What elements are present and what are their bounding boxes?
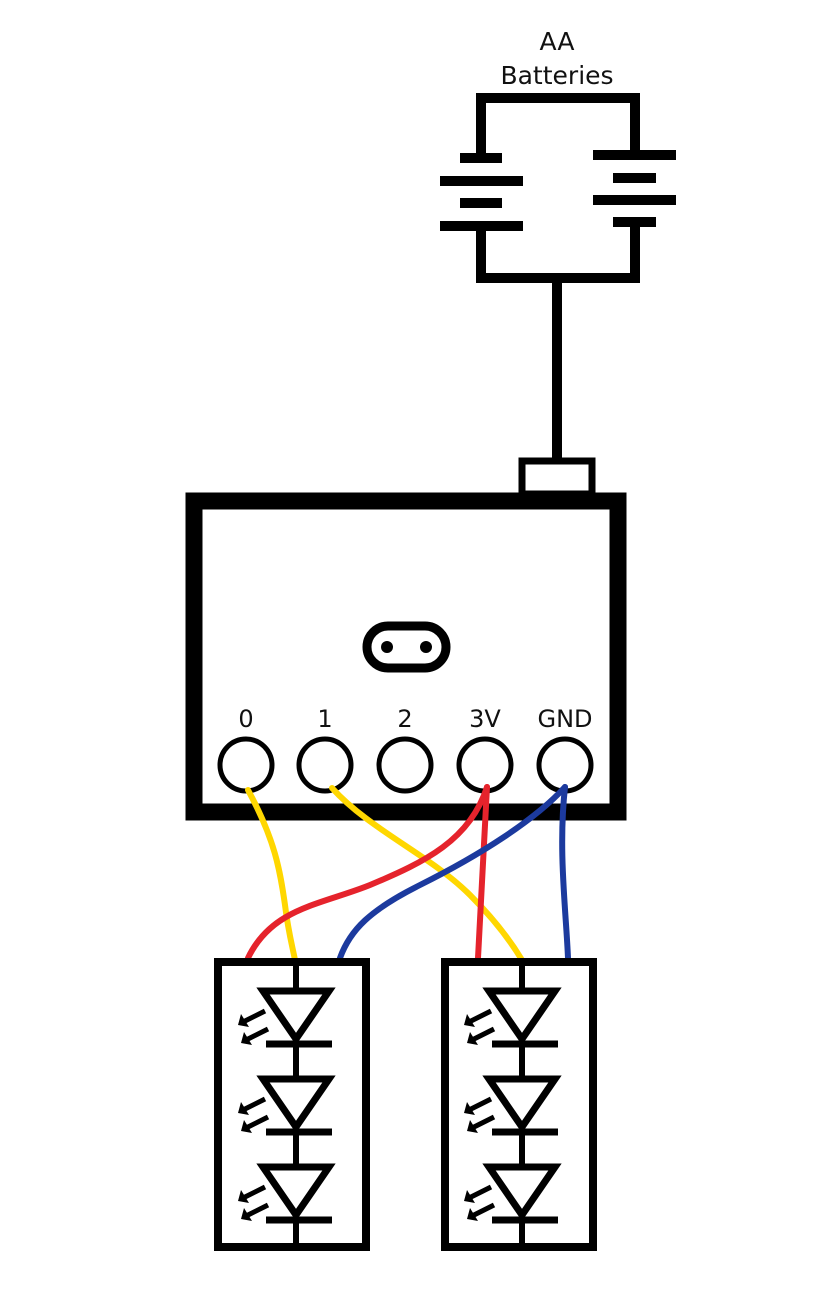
wire-3v-to-left-string xyxy=(245,784,490,961)
arrow-shaft xyxy=(467,1008,493,1025)
diode-triangle xyxy=(256,987,336,1046)
arrow-shaft xyxy=(470,1202,496,1219)
wire-gnd-to-left-string xyxy=(337,784,568,961)
arrow-shaft xyxy=(244,1026,270,1043)
pin-3v-pad xyxy=(456,736,514,794)
arrow-shaft xyxy=(241,1008,267,1025)
diode-triangle xyxy=(256,1163,336,1222)
light-emission-arrows-icon xyxy=(464,1096,496,1133)
arrow-head xyxy=(241,1120,252,1133)
led-diode-icon xyxy=(238,987,336,1048)
led-string-right xyxy=(441,958,597,1251)
board-logo-icon xyxy=(362,621,451,673)
led-diode-icon xyxy=(238,1075,336,1136)
wire-pin1-to-right-string xyxy=(329,785,525,963)
diode-triangle xyxy=(482,987,562,1046)
light-emission-arrows-icon xyxy=(464,1008,496,1045)
light-emission-arrows-icon xyxy=(238,1096,270,1133)
led-diode-icon xyxy=(464,1163,562,1224)
arrow-shaft xyxy=(244,1202,270,1219)
wire-gnd-to-right-string xyxy=(559,784,571,961)
arrow-head xyxy=(238,1190,249,1203)
pin-0-label: 0 xyxy=(238,705,253,733)
arrow-shaft xyxy=(241,1096,267,1113)
arrow-head xyxy=(467,1032,478,1045)
arrow-head xyxy=(241,1208,252,1221)
pin-gnd-pad xyxy=(536,736,594,794)
light-emission-arrows-icon xyxy=(238,1184,270,1221)
arrow-head xyxy=(464,1102,475,1115)
diode-triangle xyxy=(482,1163,562,1222)
pin-1-label: 1 xyxy=(317,705,332,733)
led-diode-icon xyxy=(238,1163,336,1224)
pin-2-label: 2 xyxy=(397,705,412,733)
wire-3v-to-right-string xyxy=(475,784,490,961)
pin-0-pad xyxy=(217,736,275,794)
arrow-head xyxy=(464,1190,475,1203)
light-emission-arrows-icon xyxy=(238,1008,270,1045)
arrow-head xyxy=(467,1208,478,1221)
battery-label-line1: AA xyxy=(540,27,575,56)
arrow-head xyxy=(241,1032,252,1045)
led-diode-icon xyxy=(464,1075,562,1136)
diode-triangle xyxy=(256,1075,336,1134)
pin-3v-label: 3V xyxy=(469,705,501,733)
battery-label-line2: Batteries xyxy=(500,61,613,90)
battery-cell-right xyxy=(593,150,676,227)
led-string-left xyxy=(214,958,370,1251)
arrow-shaft xyxy=(470,1026,496,1043)
arrow-head xyxy=(238,1102,249,1115)
light-emission-arrows-icon xyxy=(464,1184,496,1221)
battery-pack xyxy=(440,93,676,462)
arrow-head xyxy=(467,1120,478,1133)
wire-pin0-to-left-string xyxy=(245,787,298,963)
arrow-shaft xyxy=(470,1114,496,1131)
arrow-shaft xyxy=(244,1114,270,1131)
battery-cell-left xyxy=(440,153,523,231)
led-diode-icon xyxy=(464,987,562,1048)
arrow-head xyxy=(238,1014,249,1027)
arrow-head xyxy=(464,1014,475,1027)
battery-connector xyxy=(518,457,596,498)
diode-triangle xyxy=(482,1075,562,1134)
arrow-shaft xyxy=(467,1096,493,1113)
arrow-shaft xyxy=(241,1184,267,1201)
battery-top-wire xyxy=(476,93,640,160)
pin-1-pad xyxy=(296,736,354,794)
arrow-shaft xyxy=(467,1184,493,1201)
pin-gnd-label: GND xyxy=(537,705,592,733)
pin-2-pad xyxy=(376,736,434,794)
